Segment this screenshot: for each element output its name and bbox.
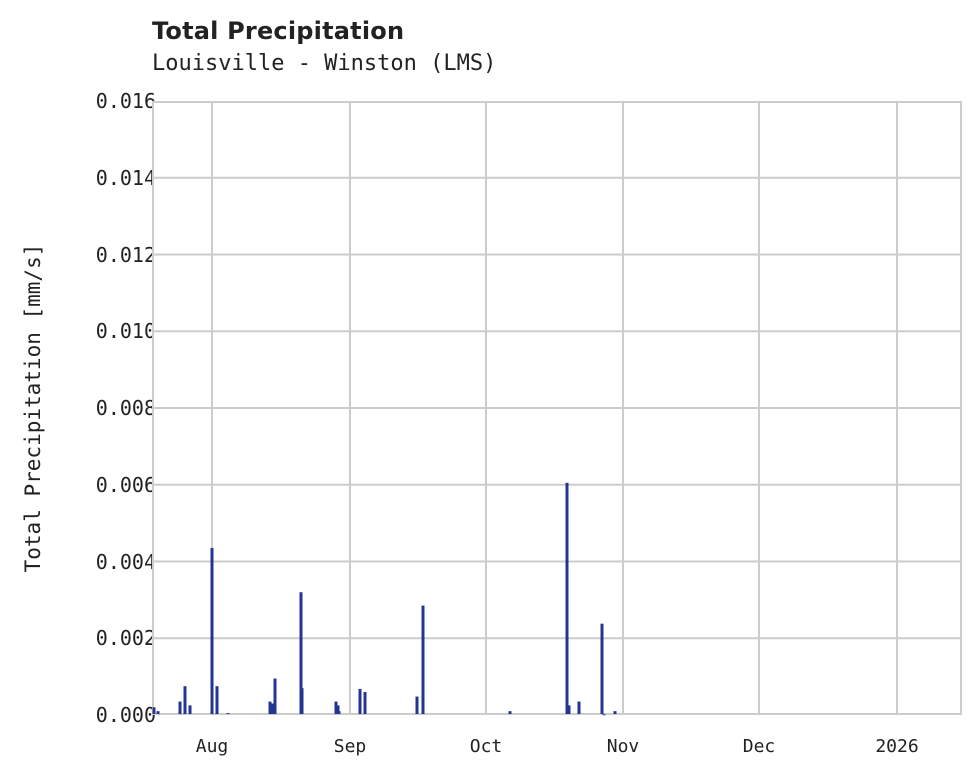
precip-bar: [268, 701, 272, 714]
chart-title: Total Precipitation: [152, 17, 405, 45]
precip-bar: [183, 686, 187, 714]
precip-bar: [358, 688, 362, 714]
precip-bar: [421, 605, 425, 714]
precip-bar: [152, 707, 156, 714]
precip-bar: [299, 592, 303, 714]
precip-bar: [188, 705, 192, 714]
precip-bar: [273, 678, 277, 714]
y-tick-label: 0.012: [95, 242, 156, 267]
precip-bar: [270, 703, 274, 714]
precip-bar: [577, 701, 581, 714]
x-tick-label: Oct: [469, 736, 503, 757]
y-tick-label: 0.016: [95, 89, 156, 113]
precip-bar: [363, 691, 367, 714]
x-tick-label: Aug: [195, 736, 229, 757]
y-tick-label: 0.010: [95, 319, 156, 344]
precip-bar: [567, 705, 571, 714]
x-tick-label: Dec: [742, 736, 776, 757]
precip-bar: [602, 714, 606, 716]
chart-subtitle: Louisville - Winston (LMS): [152, 51, 497, 76]
x-tick-label: 2026: [875, 736, 919, 757]
precip-bar: [600, 623, 604, 714]
y-tick-label: 0.014: [95, 165, 156, 190]
y-tick-label: 0.006: [95, 472, 156, 497]
precip-bar: [613, 711, 617, 714]
y-tick-label: 0.008: [95, 396, 156, 420]
precip-bar: [565, 482, 569, 714]
y-tick-label: 0.000: [95, 703, 156, 727]
x-tick-label: Sep: [333, 736, 367, 757]
x-tick-label: Nov: [606, 736, 640, 757]
precip-bar: [156, 711, 160, 714]
precip-bar: [415, 696, 419, 714]
precip-bar: [210, 548, 214, 714]
precip-bar: [508, 711, 512, 714]
precip-bar: [337, 711, 341, 714]
precip-bar: [226, 713, 230, 715]
y-tick-label: 0.004: [95, 549, 156, 574]
precip-bar: [336, 705, 340, 714]
precip-bar: [334, 701, 338, 714]
y-tick-label: 0.002: [95, 626, 156, 651]
precip-bar: [215, 686, 219, 714]
precip-bar: [178, 701, 182, 714]
precip-bar: [300, 688, 304, 714]
